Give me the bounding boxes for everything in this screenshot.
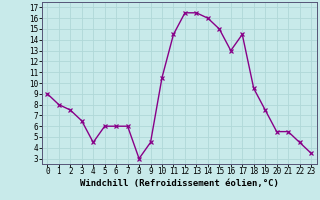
X-axis label: Windchill (Refroidissement éolien,°C): Windchill (Refroidissement éolien,°C): [80, 179, 279, 188]
